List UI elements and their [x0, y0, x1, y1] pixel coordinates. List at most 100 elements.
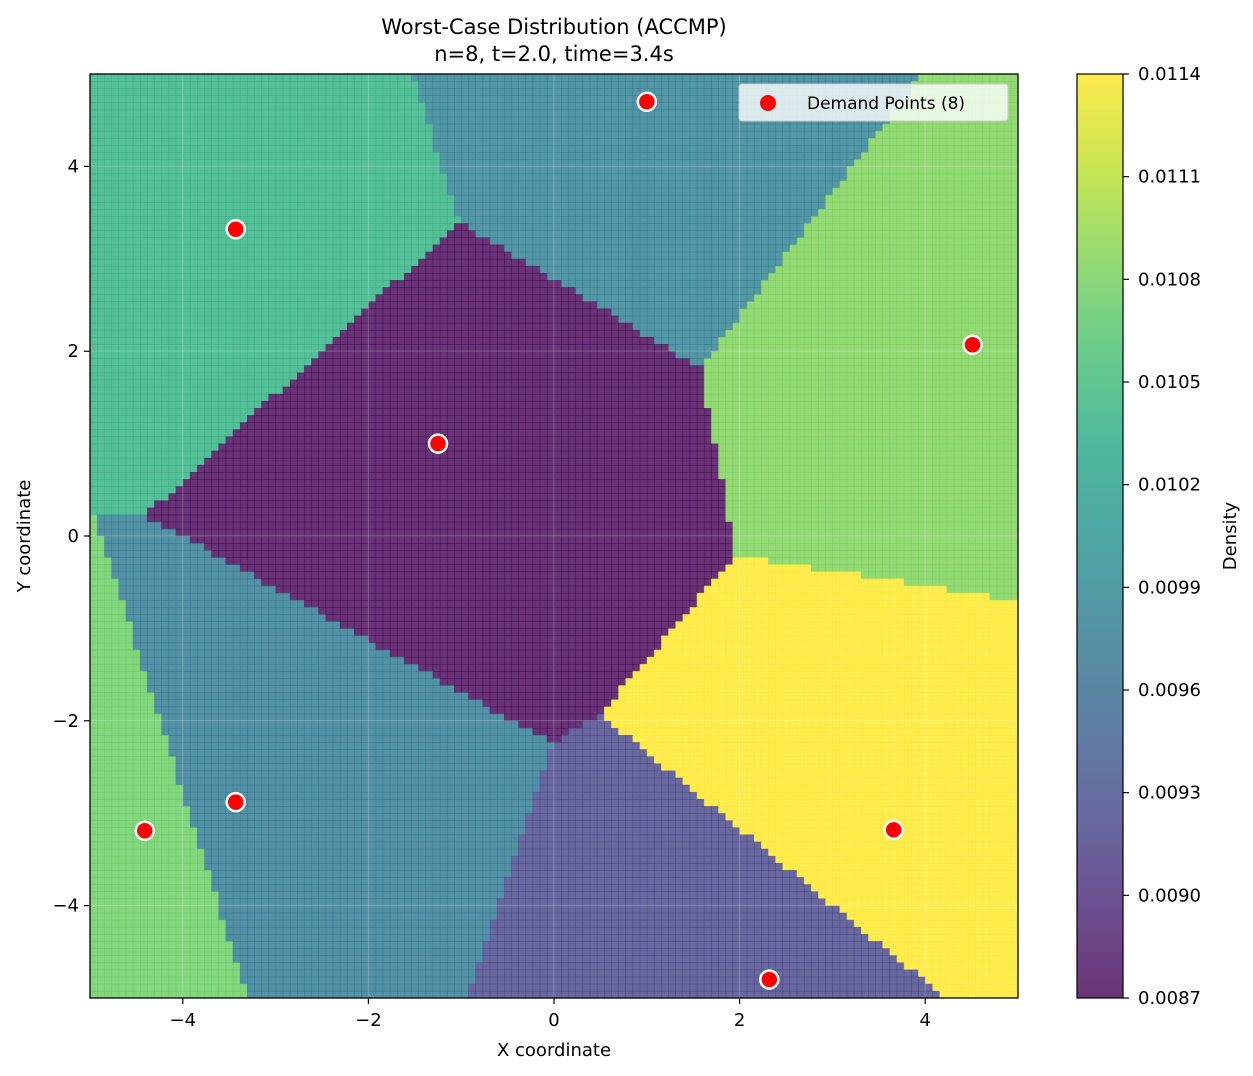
density-cell — [382, 102, 391, 111]
density-cell — [561, 237, 569, 246]
density-cell — [1003, 258, 1012, 267]
density-cell — [539, 244, 548, 253]
density-cell — [247, 329, 255, 338]
density-cell — [461, 315, 469, 324]
density-cell — [589, 123, 598, 132]
density-cell — [389, 74, 398, 82]
density-cell — [239, 173, 248, 182]
density-cell — [318, 123, 327, 132]
density-cell — [725, 159, 734, 167]
density-cell — [853, 123, 862, 132]
density-cell — [868, 166, 876, 175]
density-cell — [582, 194, 591, 203]
density-cell — [454, 273, 462, 281]
density-cell — [389, 336, 398, 345]
density-cell — [718, 95, 726, 104]
density-cell — [611, 322, 619, 331]
density-cell — [739, 180, 748, 189]
density-cell — [225, 287, 234, 295]
density-cell — [661, 152, 669, 160]
density-cell — [461, 180, 469, 189]
density-cell — [404, 74, 412, 82]
density-cell — [646, 187, 655, 196]
density-cell — [354, 201, 362, 210]
density-cell — [175, 294, 184, 303]
density-cell — [446, 216, 455, 224]
density-cell — [182, 265, 191, 274]
density-cell — [339, 81, 348, 89]
density-cell — [311, 251, 320, 260]
density-cell — [332, 74, 341, 82]
density-cell — [925, 315, 933, 324]
density-cell — [354, 194, 362, 203]
density-cell — [796, 301, 805, 310]
density-cell — [175, 251, 184, 260]
density-cell — [718, 88, 726, 96]
density-cell — [775, 209, 784, 217]
density-cell — [147, 145, 155, 153]
density-cell — [311, 173, 320, 182]
density-cell — [711, 237, 719, 246]
density-cell — [589, 336, 598, 345]
density-cell — [646, 308, 655, 317]
density-cell — [596, 336, 605, 345]
density-cell — [818, 280, 826, 288]
density-cell — [989, 123, 998, 132]
density-cell — [168, 258, 177, 267]
density-cell — [696, 145, 705, 153]
density-cell — [197, 180, 205, 189]
density-cell — [868, 209, 876, 217]
density-cell — [275, 273, 284, 281]
density-cell — [675, 74, 684, 82]
density-cell — [753, 336, 762, 345]
density-cell — [818, 216, 826, 224]
density-cell — [496, 251, 505, 260]
density-cell — [832, 130, 841, 139]
density-cell — [646, 258, 655, 267]
density-cell — [139, 194, 148, 203]
density-cell — [761, 209, 769, 217]
density-cell — [796, 187, 805, 196]
density-cell — [261, 187, 270, 196]
density-cell — [161, 329, 170, 338]
density-cell — [504, 187, 512, 196]
density-cell — [475, 81, 484, 89]
density-cell — [354, 237, 362, 246]
density-cell — [839, 237, 848, 246]
density-cell — [746, 123, 755, 132]
density-cell — [396, 194, 405, 203]
density-cell — [325, 265, 334, 274]
density-cell — [346, 173, 355, 182]
density-cell — [161, 187, 170, 196]
density-cell — [425, 216, 434, 224]
density-cell — [289, 123, 298, 132]
density-cell — [332, 209, 341, 217]
density-cell — [111, 280, 120, 288]
density-cell — [568, 187, 577, 196]
density-cell — [97, 159, 105, 167]
density-cell — [425, 194, 434, 203]
density-cell — [903, 209, 912, 217]
density-cell — [596, 74, 605, 82]
density-cell — [982, 322, 991, 331]
density-cell — [825, 209, 833, 217]
density-cell — [582, 237, 591, 246]
density-cell — [204, 201, 212, 210]
density-cell — [482, 152, 491, 160]
density-cell — [632, 102, 641, 111]
density-cell — [832, 145, 841, 153]
density-cell — [975, 74, 983, 82]
density-cell — [554, 294, 562, 303]
density-cell — [175, 336, 184, 345]
density-cell — [446, 273, 455, 281]
density-cell — [511, 166, 519, 175]
density-cell — [404, 287, 412, 295]
density-cell — [518, 159, 527, 167]
density-cell — [332, 294, 341, 303]
density-cell — [718, 273, 726, 281]
density-cell — [825, 251, 833, 260]
density-cell — [411, 322, 419, 331]
density-cell — [561, 74, 569, 82]
density-cell — [746, 130, 755, 139]
density-cell — [346, 109, 355, 118]
